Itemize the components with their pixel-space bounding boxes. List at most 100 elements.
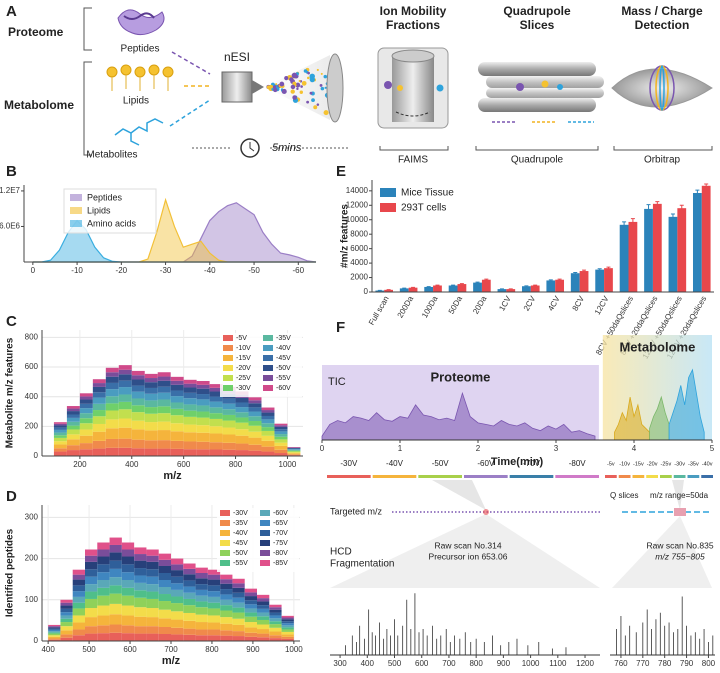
- histogram-segment: [145, 440, 158, 448]
- histogram-segment: [85, 599, 97, 608]
- x-tick-label: 1CV: [497, 294, 513, 313]
- histogram-segment: [183, 593, 195, 599]
- x-tick-label: 300: [333, 659, 347, 668]
- histogram-segment: [171, 620, 183, 628]
- bar: [424, 287, 433, 292]
- histogram-segment: [274, 437, 287, 440]
- histogram-segment: [122, 596, 134, 606]
- histogram-segment: [60, 634, 72, 637]
- histogram-segment: [269, 618, 281, 621]
- histogram-segment: [48, 625, 60, 626]
- histogram-segment: [171, 590, 183, 597]
- histogram-segment: [183, 569, 195, 574]
- histogram-segment: [184, 384, 197, 388]
- histogram-segment: [80, 436, 93, 443]
- histogram-segment: [73, 570, 85, 575]
- histogram-segment: [274, 439, 287, 442]
- region-label: Proteome: [430, 369, 490, 384]
- y-tick-label: 0: [34, 636, 39, 645]
- histogram-segment: [132, 392, 145, 399]
- histogram-segment: [134, 607, 146, 616]
- error-bar: [402, 288, 406, 289]
- droplet: [304, 69, 307, 72]
- histogram-segment: [145, 400, 158, 407]
- histogram-segment: [93, 432, 106, 441]
- droplet: [307, 77, 310, 80]
- x-tick-label: 400: [41, 645, 55, 654]
- legend-swatch: [70, 207, 82, 214]
- bar: [644, 209, 653, 292]
- histogram-segment: [236, 402, 249, 407]
- histogram-segment: [220, 594, 232, 599]
- droplet: [320, 84, 323, 87]
- histogram-segment: [106, 428, 119, 439]
- bracket: [380, 146, 712, 150]
- stage-heading: Slices: [520, 18, 555, 32]
- histogram-segment: [196, 629, 208, 635]
- histogram-segment: [146, 550, 158, 556]
- bar: [571, 273, 580, 292]
- histogram-segment: [236, 407, 249, 412]
- legend-swatch: [223, 365, 233, 371]
- histogram-segment: [261, 441, 274, 447]
- histogram-segment: [122, 572, 134, 580]
- histogram-segment: [54, 452, 67, 456]
- histogram-segment: [220, 611, 232, 618]
- analyte-label: Metabolites: [86, 150, 137, 161]
- histogram-segment: [249, 407, 262, 411]
- histogram-segment: [73, 603, 85, 609]
- histogram-segment: [93, 404, 106, 410]
- legend-swatch: [260, 560, 270, 566]
- histogram-segment: [257, 595, 269, 598]
- x-tick-label: 700: [164, 645, 178, 654]
- precursor-marker: [483, 509, 489, 515]
- scan-label: Raw scan No.314: [434, 540, 501, 550]
- histogram-segment: [159, 634, 171, 641]
- histogram-segment: [132, 421, 145, 430]
- histogram-segment: [158, 430, 171, 440]
- histogram-segment: [119, 402, 132, 409]
- droplet: [292, 73, 298, 79]
- histogram-segment: [274, 429, 287, 431]
- x-tick-label: -10: [71, 266, 83, 275]
- y-tick-label: 14000: [346, 186, 369, 195]
- histogram-segment: [223, 443, 236, 450]
- legend-swatch: [260, 510, 270, 516]
- histogram-segment: [158, 387, 171, 393]
- histogram-segment: [236, 412, 249, 417]
- lipid-icon: [107, 65, 173, 91]
- histogram-segment: [287, 448, 300, 449]
- panel-label: E: [336, 163, 346, 180]
- bar: [620, 225, 629, 292]
- histogram-segment: [274, 431, 287, 434]
- histogram-segment: [106, 389, 119, 396]
- x-tick-label: -40: [204, 266, 216, 275]
- source-label: nESI: [224, 50, 250, 64]
- x-tick-label: 0: [320, 444, 325, 453]
- histogram-segment: [183, 564, 195, 569]
- bar: [693, 193, 702, 292]
- histogram-segment: [261, 408, 274, 411]
- histogram-segment: [106, 372, 119, 376]
- histogram-segment: [54, 430, 67, 433]
- histogram-segment: [184, 432, 197, 441]
- legend-label: -50V: [233, 550, 248, 557]
- histogram-segment: [282, 616, 294, 618]
- histogram-segment: [110, 561, 122, 569]
- histogram-segment: [220, 584, 232, 589]
- histogram-segment: [67, 411, 80, 414]
- histogram-segment: [93, 379, 106, 383]
- histogram-segment: [232, 588, 244, 593]
- histogram-segment: [232, 593, 244, 598]
- droplet: [317, 69, 319, 71]
- x-tick-label: 900: [246, 645, 260, 654]
- histogram-segment: [85, 577, 97, 584]
- voltage-label: -80V: [569, 459, 587, 468]
- histogram-segment: [245, 592, 257, 596]
- histogram-segment: [274, 434, 287, 437]
- histogram-segment: [210, 402, 223, 408]
- y-tick-label: 1.2E7: [0, 186, 21, 195]
- histogram-segment: [257, 601, 269, 605]
- legend-swatch: [220, 560, 230, 566]
- histogram-segment: [73, 622, 85, 629]
